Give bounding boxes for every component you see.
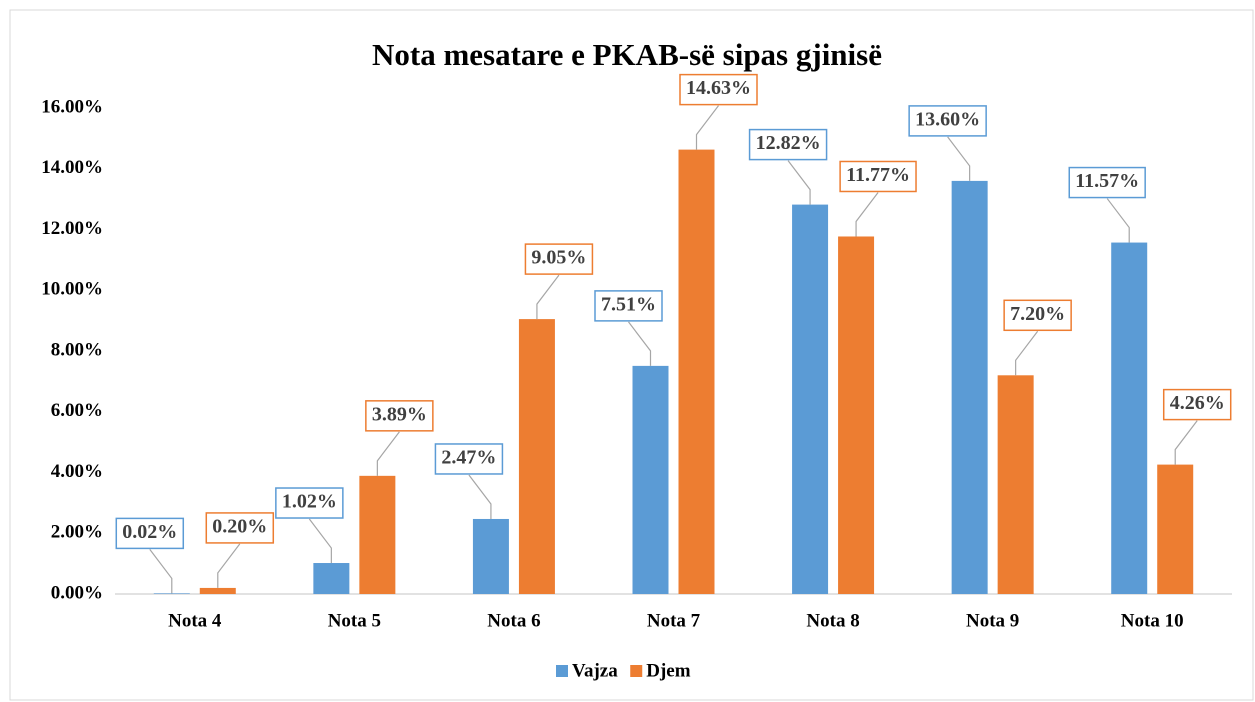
y-tick-label: 12.00% <box>41 218 103 239</box>
bar <box>678 149 715 594</box>
x-tick-label: Nota 5 <box>328 610 381 631</box>
data-label: 7.51% <box>601 293 656 315</box>
data-label: 2.47% <box>441 447 496 469</box>
data-label-box <box>594 290 663 322</box>
leader-line <box>308 518 332 564</box>
bar <box>792 204 829 594</box>
data-label-box <box>1162 388 1232 421</box>
data-label: 12.82% <box>756 132 821 154</box>
data-label-box <box>748 128 828 161</box>
data-label-box <box>524 243 594 275</box>
data-label: 0.02% <box>122 521 177 543</box>
x-tick-label: Nota 9 <box>966 610 1019 631</box>
y-tick-label: 0.00% <box>51 582 103 603</box>
data-label: 4.26% <box>1170 392 1225 414</box>
bar <box>153 593 190 594</box>
legend-swatch <box>556 665 568 677</box>
data-label-box <box>679 73 758 106</box>
data-label: 13.60% <box>915 108 980 130</box>
bar <box>1111 242 1148 594</box>
bar <box>313 563 350 594</box>
data-label: 0.20% <box>212 516 267 538</box>
y-tick-label: 8.00% <box>51 339 103 360</box>
y-tick-label: 16.00% <box>41 96 103 117</box>
data-label-box <box>205 512 275 544</box>
x-tick-label: Nota 7 <box>647 610 701 631</box>
data-label-box <box>365 400 434 432</box>
data-label-box <box>275 487 344 519</box>
leader-line <box>468 474 492 519</box>
bar <box>997 375 1034 594</box>
bar <box>199 587 236 594</box>
leader-line <box>1174 420 1198 465</box>
x-tick-label: Nota 4 <box>168 610 222 631</box>
bar <box>632 365 669 594</box>
data-label: 1.02% <box>282 491 337 513</box>
data-label-box <box>1003 299 1072 332</box>
data-label-box <box>908 105 987 137</box>
leader-line <box>376 431 400 476</box>
data-label: 3.89% <box>372 403 427 425</box>
data-label: 11.57% <box>1075 170 1139 192</box>
bar <box>951 180 988 594</box>
legend-swatch <box>630 665 643 677</box>
leader-line <box>855 192 879 237</box>
data-label: 14.63% <box>686 77 751 99</box>
y-tick-label: 6.00% <box>51 400 103 421</box>
chart-title: Nota mesatare e PKAB-së sipas gjinisë <box>372 37 882 72</box>
bar <box>472 518 509 594</box>
leader-line <box>628 321 652 366</box>
leader-line <box>695 105 719 150</box>
bar <box>359 475 396 594</box>
leader-line <box>536 274 560 320</box>
leader-line <box>1106 198 1130 243</box>
data-label-box <box>839 160 917 193</box>
bar <box>518 319 555 594</box>
leader-line <box>947 136 971 181</box>
data-label: 9.05% <box>531 247 586 269</box>
legend-label: Vajza <box>572 660 618 681</box>
y-tick-label: 2.00% <box>51 522 103 543</box>
x-tick-label: Nota 6 <box>487 610 540 631</box>
x-tick-label: Nota 10 <box>1121 610 1184 631</box>
data-label-box <box>1068 166 1146 199</box>
bar <box>1157 464 1194 594</box>
leader-line <box>787 160 811 205</box>
leader-line <box>1015 330 1039 376</box>
legend-label: Djem <box>646 660 690 681</box>
data-label: 7.20% <box>1010 303 1065 325</box>
leader-line <box>149 549 173 594</box>
chart-border <box>9 9 1254 701</box>
leader-line <box>217 543 241 588</box>
data-label: 11.77% <box>846 164 910 186</box>
x-tick-label: Nota 8 <box>806 610 859 631</box>
data-label-box <box>434 443 504 475</box>
data-label-box <box>115 517 185 550</box>
bar <box>838 236 875 594</box>
y-tick-label: 10.00% <box>41 279 103 300</box>
y-tick-label: 14.00% <box>41 157 103 178</box>
y-tick-label: 4.00% <box>51 461 103 482</box>
